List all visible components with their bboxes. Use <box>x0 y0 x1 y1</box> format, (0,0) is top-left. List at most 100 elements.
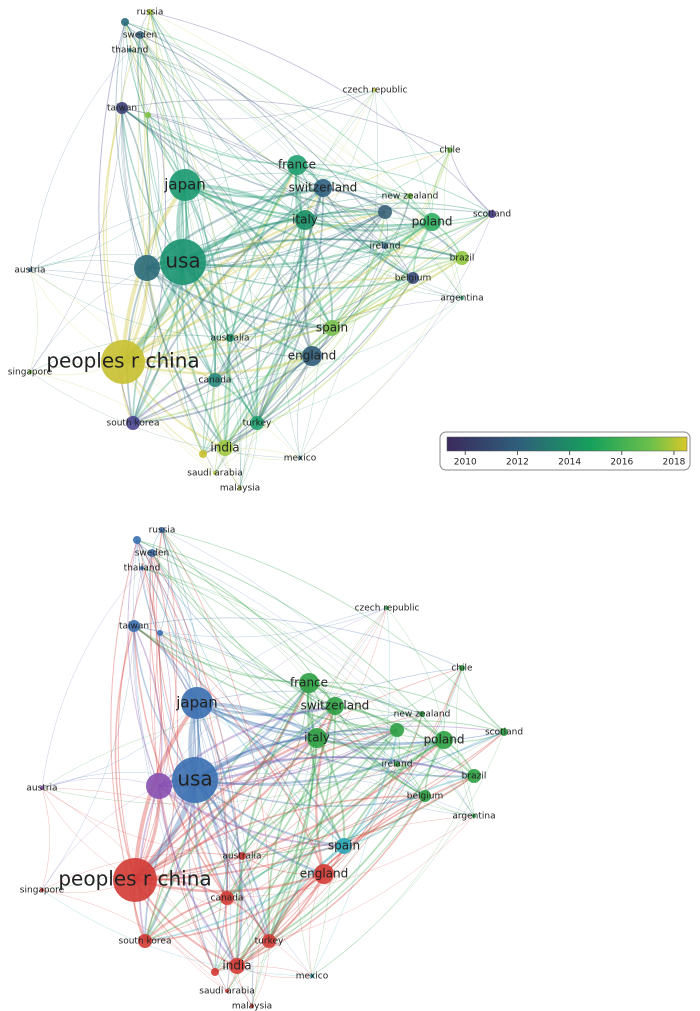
edge <box>117 552 153 881</box>
edge <box>139 34 414 279</box>
edge <box>29 187 324 271</box>
edge <box>159 529 170 634</box>
edge <box>144 763 398 942</box>
edge <box>194 607 388 781</box>
node-label: france <box>290 676 328 690</box>
node-label: turkey <box>255 937 284 947</box>
node <box>435 731 453 749</box>
edge <box>154 632 216 973</box>
edge <box>241 731 505 857</box>
edge <box>268 845 345 942</box>
edge <box>193 779 238 967</box>
node-label: chile <box>439 146 461 156</box>
node-label: india <box>222 959 251 973</box>
edge <box>144 705 336 942</box>
color-legend: 2010 2012 2014 2016 2018 <box>439 431 691 471</box>
edge <box>196 702 505 744</box>
edge <box>226 763 398 899</box>
edge <box>133 625 325 875</box>
edge <box>41 852 243 891</box>
edge <box>134 729 398 881</box>
edge <box>214 187 324 381</box>
edge <box>334 705 475 777</box>
edge <box>149 529 216 973</box>
edge <box>149 11 306 221</box>
edge <box>226 737 318 992</box>
edge <box>134 713 423 881</box>
edge <box>182 89 376 263</box>
edge <box>29 269 38 373</box>
node-label: chile <box>451 664 473 674</box>
edge <box>127 539 160 787</box>
node-label: argentina <box>440 294 483 304</box>
edge <box>202 277 414 455</box>
edge <box>182 195 411 263</box>
edge <box>229 337 248 489</box>
edge <box>161 529 426 797</box>
edge <box>284 219 306 459</box>
node <box>298 456 302 460</box>
edge <box>121 107 298 166</box>
edge <box>158 632 172 787</box>
edge <box>129 49 386 213</box>
edge <box>194 779 426 807</box>
edge <box>141 567 325 875</box>
edge <box>224 277 414 449</box>
edge <box>121 107 386 247</box>
edge <box>184 184 463 260</box>
edge <box>214 739 445 973</box>
edge <box>226 705 336 899</box>
node-label: peoples r china <box>46 349 199 373</box>
node <box>159 527 165 533</box>
node-label: belgium <box>395 274 431 284</box>
edge <box>299 257 463 459</box>
node <box>407 193 413 199</box>
node <box>407 272 419 284</box>
edge <box>134 529 177 881</box>
edge <box>149 11 333 329</box>
edge <box>182 254 463 299</box>
node <box>378 205 392 219</box>
edge <box>122 164 299 364</box>
node <box>169 169 201 201</box>
edge <box>146 267 258 424</box>
edge <box>236 873 325 967</box>
edge <box>124 21 242 489</box>
edge <box>144 873 325 942</box>
edge <box>137 34 216 381</box>
edge <box>133 625 163 787</box>
edge <box>182 210 386 263</box>
edge <box>226 845 345 899</box>
edge <box>41 763 398 805</box>
edge <box>146 114 160 269</box>
edge <box>29 334 231 373</box>
edge <box>139 34 186 186</box>
edge <box>146 267 333 329</box>
edge <box>241 607 388 857</box>
edge <box>29 269 313 357</box>
edge <box>149 11 190 263</box>
edge <box>181 261 226 449</box>
edge <box>196 607 388 704</box>
edge <box>137 11 204 455</box>
edge <box>443 149 463 299</box>
edge <box>331 149 451 329</box>
node <box>113 858 157 902</box>
edge <box>239 195 411 489</box>
edge <box>182 261 414 289</box>
edge <box>158 785 270 942</box>
edge <box>136 539 345 847</box>
node <box>160 239 206 285</box>
edge <box>122 149 451 363</box>
node <box>211 968 219 976</box>
edge <box>226 775 475 992</box>
edge <box>196 702 313 977</box>
edge <box>159 632 310 684</box>
node-label: taiwan <box>107 104 137 114</box>
node <box>238 486 242 490</box>
edge <box>41 625 135 891</box>
node-label: ireland <box>382 760 413 770</box>
edge <box>144 702 200 942</box>
edge <box>316 737 346 847</box>
edge <box>132 379 216 424</box>
